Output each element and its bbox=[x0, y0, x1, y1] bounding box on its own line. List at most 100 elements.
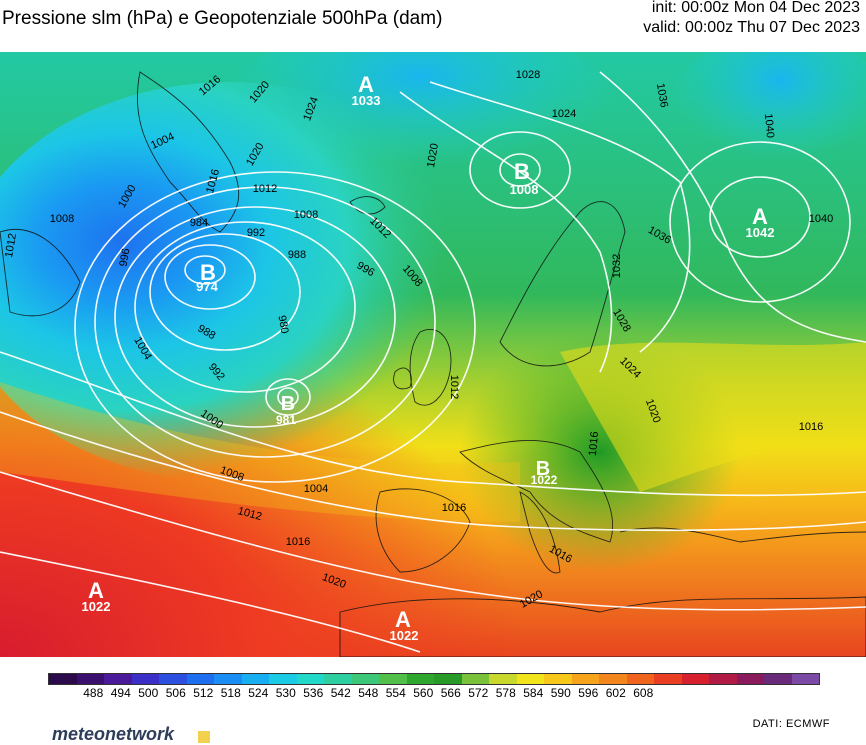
center-value: 974 bbox=[196, 279, 218, 294]
colorbar-swatch bbox=[544, 674, 572, 684]
colorbar-swatch bbox=[434, 674, 462, 684]
colorbar-swatch bbox=[131, 674, 159, 684]
colorbar-tick-label: 494 bbox=[110, 686, 131, 700]
isobar-label: 1040 bbox=[762, 113, 776, 138]
center-letter: B bbox=[536, 458, 550, 480]
isobar-label: 1036 bbox=[654, 82, 670, 108]
colorbar-swatch bbox=[764, 674, 792, 684]
center-letter: A bbox=[395, 607, 411, 632]
colorbar-swatch bbox=[159, 674, 187, 684]
coastlines bbox=[0, 71, 866, 657]
colorbar-tick-label: 518 bbox=[220, 686, 241, 700]
colorbar-ticks: 488 494 500 506 512 518 524 530 536 542 548 554 560 5… bbox=[48, 686, 818, 702]
colorbar-swatch bbox=[626, 674, 654, 684]
colorbar-tick-label: 578 bbox=[495, 686, 516, 700]
colorbar-tick-label: 590 bbox=[550, 686, 571, 700]
colorbar-swatch bbox=[49, 674, 77, 684]
data-source: DATI: ECMWF bbox=[752, 718, 830, 730]
colorbar-swatch bbox=[489, 674, 517, 684]
colorbar-tick-label: 572 bbox=[468, 686, 489, 700]
isobar-label: 1016 bbox=[587, 431, 601, 456]
colorbar-swatch bbox=[654, 674, 682, 684]
colorbar-swatch bbox=[406, 674, 434, 684]
isobar-label: 980 bbox=[275, 314, 290, 334]
colorbar-swatch bbox=[461, 674, 489, 684]
weather-map: A 1033 B 1008 A 1042 B 974 B 981 B 1022 … bbox=[0, 52, 866, 657]
isobar-label: 1024 bbox=[552, 108, 576, 120]
colorbar-tick-label: 596 bbox=[578, 686, 599, 700]
center-letter: A bbox=[88, 578, 104, 603]
colorbar-tick-label: 584 bbox=[523, 686, 544, 700]
colorbar bbox=[48, 673, 820, 685]
center-letter: B bbox=[281, 393, 295, 415]
colorbar-swatch bbox=[681, 674, 709, 684]
center-value: 1022 bbox=[531, 473, 558, 487]
map-title: Pressione slm (hPa) e Geopotenziale 500h… bbox=[2, 8, 443, 29]
isobar-label: 992 bbox=[247, 227, 265, 239]
center-letter: B bbox=[514, 159, 530, 184]
colorbar-swatch bbox=[709, 674, 737, 684]
isobar-label: 1012 bbox=[448, 375, 460, 399]
colorbar-swatch bbox=[241, 674, 269, 684]
isobar-label: 1016 bbox=[286, 536, 310, 548]
colorbar-tick-label: 488 bbox=[83, 686, 104, 700]
colorbar-swatch bbox=[571, 674, 599, 684]
colorbar-tick-label: 560 bbox=[413, 686, 434, 700]
pressure-centers: A 1033 B 1008 A 1042 B 974 B 981 B 1022 … bbox=[82, 72, 775, 643]
center-value: 1042 bbox=[746, 225, 775, 240]
colorbar-swatch bbox=[76, 674, 104, 684]
center-value: 1022 bbox=[82, 599, 111, 614]
colorbar-swatch bbox=[186, 674, 214, 684]
isobar-label: 1004 bbox=[304, 483, 328, 495]
colorbar-tick-label: 512 bbox=[193, 686, 214, 700]
colorbar-swatch bbox=[324, 674, 352, 684]
colorbar-tick-label: 554 bbox=[385, 686, 406, 700]
center-letter: A bbox=[752, 204, 768, 229]
center-letter: A bbox=[358, 72, 374, 97]
colorbar-tick-label: 566 bbox=[440, 686, 461, 700]
isobar-label: 1012 bbox=[3, 232, 19, 258]
colorbar-tick-label: 548 bbox=[358, 686, 379, 700]
colorbar-tick-label: 536 bbox=[303, 686, 324, 700]
brand-mark bbox=[198, 731, 210, 743]
colorbar-swatch bbox=[214, 674, 242, 684]
colorbar-swatch bbox=[104, 674, 132, 684]
center-value: 1022 bbox=[390, 628, 419, 643]
isobar-label: 1040 bbox=[809, 213, 833, 225]
colorbar-swatch bbox=[351, 674, 379, 684]
colorbar-swatch bbox=[599, 674, 627, 684]
center-value: 981 bbox=[276, 413, 296, 427]
colorbar-swatch bbox=[379, 674, 407, 684]
isobars bbox=[0, 71, 866, 653]
colorbar-swatch bbox=[791, 674, 819, 684]
colorbar-tick-label: 530 bbox=[275, 686, 296, 700]
init-time: init: 00:00z Mon 04 Dec 2023 bbox=[651, 0, 860, 16]
isobar-label: 1020 bbox=[425, 142, 441, 168]
center-letter: B bbox=[200, 260, 216, 285]
colorbar-swatch bbox=[269, 674, 297, 684]
isobar-label: 996 bbox=[118, 247, 133, 267]
colorbar-tick-label: 608 bbox=[633, 686, 654, 700]
isobar-label: 1008 bbox=[294, 209, 318, 221]
center-value: 1008 bbox=[510, 182, 539, 197]
colorbar-tick-label: 524 bbox=[248, 686, 269, 700]
isobar-label: 1032 bbox=[611, 254, 623, 278]
colorbar-swatch bbox=[516, 674, 544, 684]
colorbar-swatch bbox=[736, 674, 764, 684]
isobar-label: 1016 bbox=[442, 502, 466, 514]
colorbar-tick-label: 602 bbox=[605, 686, 626, 700]
colorbar-swatch bbox=[296, 674, 324, 684]
colorbar-tick-label: 542 bbox=[330, 686, 351, 700]
valid-time: valid: 00:00z Thu 07 Dec 2023 bbox=[643, 19, 860, 36]
brand-logo: meteonetwork bbox=[52, 724, 175, 744]
isobar-label: 984 bbox=[190, 217, 208, 229]
run-info: init: 00:00z Mon 04 Dec 2023 valid: 00:0… bbox=[643, 0, 860, 38]
center-value: 1033 bbox=[352, 93, 381, 108]
colorbar-tick-label: 506 bbox=[165, 686, 186, 700]
isobar-label: 1008 bbox=[50, 213, 74, 225]
colorbar-tick-label: 500 bbox=[138, 686, 159, 700]
isobar-label: 1028 bbox=[516, 69, 540, 81]
isobar-label: 1016 bbox=[799, 421, 823, 433]
isobar-label: 988 bbox=[288, 249, 306, 261]
isobar-label: 1012 bbox=[253, 183, 277, 195]
